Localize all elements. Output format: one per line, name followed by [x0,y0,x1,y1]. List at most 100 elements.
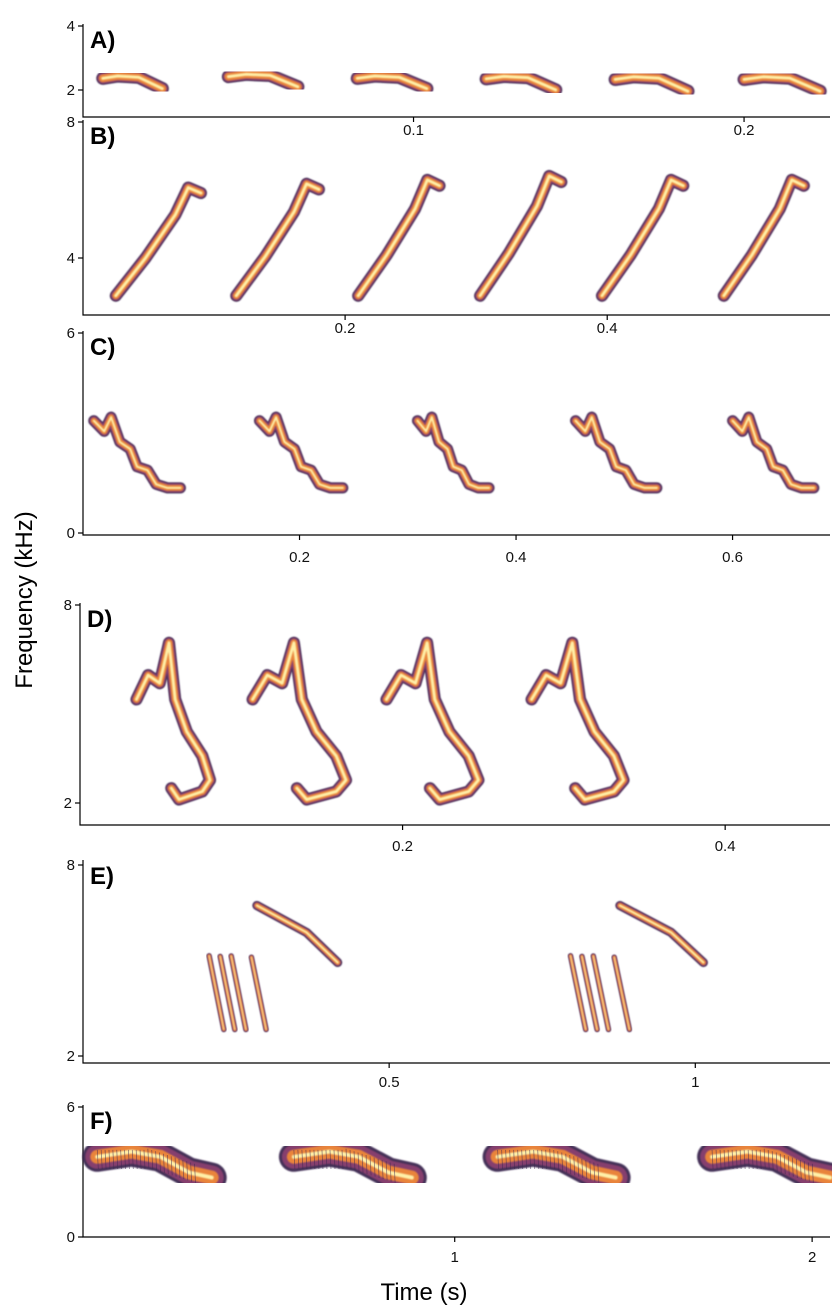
panel-b: B) 8 4 0.2 0.4 [67,114,830,337]
syllable [230,177,325,302]
syllable-trace-layer-3 [95,1149,214,1180]
syllable-trace-layer-3 [251,641,348,801]
syllable [206,901,343,1032]
striation [108,1149,111,1169]
syllable [96,69,169,96]
note-sweep-layer-2 [254,903,341,965]
striation [293,1149,296,1169]
striation [803,1161,806,1181]
striation [557,1151,560,1171]
syllable-trace-layer-3 [355,74,429,91]
panel-label: A) [90,27,115,54]
syllable [479,69,563,97]
x-tick-label: 0.4 [597,320,618,337]
striation [116,1149,119,1169]
y-tick-label: 0 [67,1229,75,1246]
syllable-trace-layer-3 [478,174,563,298]
striation [533,1149,536,1169]
striation [577,1157,580,1177]
striation [787,1156,790,1176]
striation [497,1149,500,1169]
panel-d: D) 8 2 0.2 0.4 [64,597,830,855]
syllable [278,1136,427,1193]
y-tick-label: 6 [67,1099,75,1116]
striation [305,1149,308,1169]
striation [791,1157,794,1177]
syllable-trace-layer-3 [416,416,490,489]
note-stroke-layer-3 [230,955,247,1030]
syllable-trace-layer-3 [484,74,558,92]
striation [182,1160,185,1180]
syllable-trace-layer-2 [249,639,350,803]
axes-frame [82,860,830,1064]
striation [357,1152,360,1172]
striation [301,1149,304,1169]
striation [521,1149,524,1169]
note-sweep-layer-3 [255,904,339,964]
striation [333,1149,336,1169]
striation [739,1149,742,1169]
striation [723,1149,726,1169]
striation [100,1149,103,1169]
striation [174,1157,177,1177]
panel-label: C) [90,334,115,361]
striation [779,1153,782,1173]
striation [529,1149,532,1169]
syllable-trace-layer-3 [234,182,321,298]
syllable-trace-layer-2 [528,639,627,803]
syllable [380,636,485,806]
striation [525,1149,528,1169]
syllable-trace-layer-3 [356,178,441,298]
striation [194,1163,196,1183]
y-tick-label: 8 [67,857,75,874]
x-tick-label: 0.2 [335,320,356,337]
striation [329,1149,332,1169]
syllable-trace-layer-3 [92,416,182,489]
striation [545,1149,548,1169]
y-tick-label: 8 [67,114,75,131]
striation [163,1153,165,1173]
striation [743,1149,746,1169]
y-tick-label: 8 [64,597,72,614]
striation [553,1150,556,1170]
x-tick-label: 0.4 [506,549,527,566]
syllable [82,1136,227,1193]
striation [170,1156,173,1176]
striation [349,1150,352,1170]
syllable-trace-layer-3 [600,178,685,298]
striation [747,1149,750,1169]
x-tick-label: 0.4 [715,838,736,855]
x-tick-label: 0.6 [722,549,743,566]
striation [309,1149,312,1169]
striation [581,1158,584,1178]
syllable-trace-layer-3 [722,178,806,298]
syllable-trace-layer-2 [383,639,482,803]
y-tick-label: 4 [67,18,75,35]
y-tick-label: 4 [67,250,75,267]
note-stroke-layer-3 [570,955,587,1030]
striation [313,1149,316,1169]
striation [385,1161,388,1181]
syllable [88,411,186,494]
striation [719,1149,722,1169]
striation [166,1155,169,1175]
panel-label: D) [87,606,112,633]
syllable-trace-layer-3 [710,1149,832,1180]
x-tick-label: 0.2 [289,549,310,566]
syllable [254,411,349,494]
striation [155,1151,158,1171]
striation [561,1152,564,1172]
x-tick-label: 1 [691,1074,699,1091]
striation [589,1161,592,1181]
striation [759,1149,762,1169]
note-stroke-layer-3 [581,955,598,1030]
striation [517,1149,520,1169]
striation [139,1149,142,1169]
striation [373,1157,376,1177]
syllable [608,70,695,98]
syllable [717,173,810,302]
striation [147,1148,150,1168]
striation [783,1155,786,1175]
syllable-trace-layer-3 [226,72,300,89]
